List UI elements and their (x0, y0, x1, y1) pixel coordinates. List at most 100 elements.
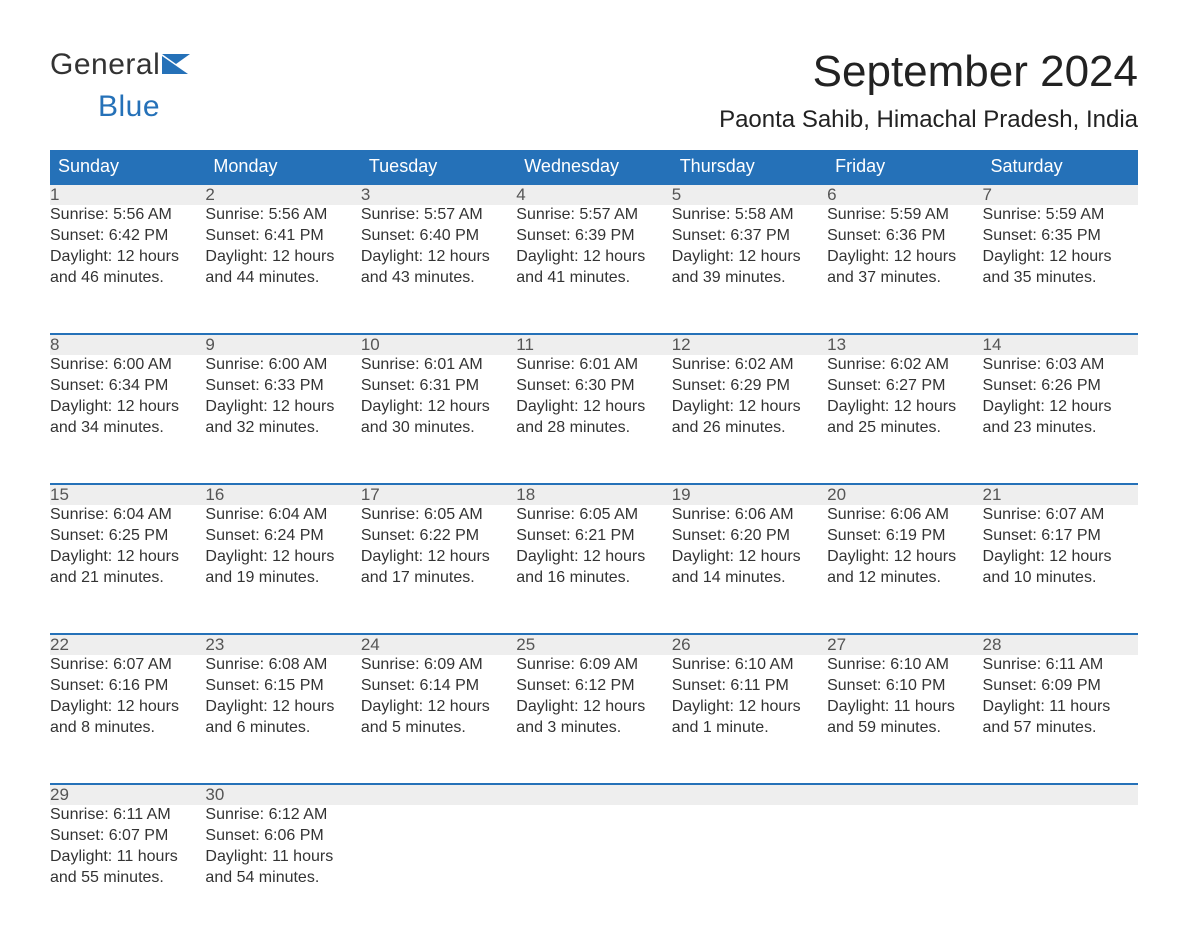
day-number: 5 (672, 184, 827, 205)
calendar-table: Sunday Monday Tuesday Wednesday Thursday… (50, 150, 1138, 933)
sunrise-text: Sunrise: 5:56 AM (50, 205, 205, 226)
daylight-text: Daylight: 12 hours and 6 minutes. (205, 697, 360, 739)
empty-day (827, 784, 982, 805)
sunset-text: Sunset: 6:16 PM (50, 676, 205, 697)
week-number-row: 15161718192021 (50, 484, 1138, 505)
sunrise-text: Sunrise: 6:08 AM (205, 655, 360, 676)
daylight-text: Daylight: 12 hours and 37 minutes. (827, 247, 982, 289)
day-number: 15 (50, 484, 205, 505)
sunrise-text: Sunrise: 6:07 AM (983, 505, 1138, 526)
day-number: 4 (516, 184, 671, 205)
sunset-text: Sunset: 6:24 PM (205, 526, 360, 547)
empty-day-data (361, 805, 516, 933)
sunset-text: Sunset: 6:14 PM (361, 676, 516, 697)
day-number: 23 (205, 634, 360, 655)
empty-day (983, 784, 1138, 805)
sunset-text: Sunset: 6:19 PM (827, 526, 982, 547)
day-number: 6 (827, 184, 982, 205)
daylight-text: Daylight: 11 hours and 54 minutes. (205, 847, 360, 889)
sunset-text: Sunset: 6:35 PM (983, 226, 1138, 247)
day-number: 24 (361, 634, 516, 655)
daylight-text: Daylight: 12 hours and 5 minutes. (361, 697, 516, 739)
empty-day-data (516, 805, 671, 933)
day-number: 19 (672, 484, 827, 505)
day-number: 25 (516, 634, 671, 655)
empty-day (361, 784, 516, 805)
week-number-row: 1234567 (50, 184, 1138, 205)
daylight-text: Daylight: 12 hours and 10 minutes. (983, 547, 1138, 589)
brand-logo: General Blue (50, 48, 196, 130)
page-subtitle: Paonta Sahib, Himachal Pradesh, India (719, 106, 1138, 134)
sunset-text: Sunset: 6:25 PM (50, 526, 205, 547)
day-number: 2 (205, 184, 360, 205)
sunset-text: Sunset: 6:34 PM (50, 376, 205, 397)
sunrise-text: Sunrise: 6:04 AM (50, 505, 205, 526)
day-cell: Sunrise: 6:07 AMSunset: 6:17 PMDaylight:… (983, 505, 1138, 634)
daylight-text: Daylight: 12 hours and 34 minutes. (50, 397, 205, 439)
day-number: 7 (983, 184, 1138, 205)
sunrise-text: Sunrise: 6:01 AM (361, 355, 516, 376)
sunset-text: Sunset: 6:09 PM (983, 676, 1138, 697)
day-cell: Sunrise: 6:04 AMSunset: 6:24 PMDaylight:… (205, 505, 360, 634)
day-cell: Sunrise: 6:11 AMSunset: 6:07 PMDaylight:… (50, 805, 205, 933)
sunset-text: Sunset: 6:11 PM (672, 676, 827, 697)
empty-day (672, 784, 827, 805)
sunset-text: Sunset: 6:07 PM (50, 826, 205, 847)
sunset-text: Sunset: 6:33 PM (205, 376, 360, 397)
day-cell: Sunrise: 5:59 AMSunset: 6:35 PMDaylight:… (983, 205, 1138, 334)
week-data-row: Sunrise: 6:07 AMSunset: 6:16 PMDaylight:… (50, 655, 1138, 784)
sunset-text: Sunset: 6:20 PM (672, 526, 827, 547)
day-number: 20 (827, 484, 982, 505)
day-number: 22 (50, 634, 205, 655)
day-cell: Sunrise: 6:09 AMSunset: 6:14 PMDaylight:… (361, 655, 516, 784)
daylight-text: Daylight: 12 hours and 46 minutes. (50, 247, 205, 289)
sunset-text: Sunset: 6:21 PM (516, 526, 671, 547)
day-header: Monday (205, 150, 360, 184)
week-data-row: Sunrise: 5:56 AMSunset: 6:42 PMDaylight:… (50, 205, 1138, 334)
brand-line1: General (50, 48, 160, 81)
day-number: 3 (361, 184, 516, 205)
empty-day-data (983, 805, 1138, 933)
day-header: Wednesday (516, 150, 671, 184)
sunset-text: Sunset: 6:15 PM (205, 676, 360, 697)
day-cell: Sunrise: 6:12 AMSunset: 6:06 PMDaylight:… (205, 805, 360, 933)
sunrise-text: Sunrise: 6:11 AM (983, 655, 1138, 676)
day-cell: Sunrise: 6:09 AMSunset: 6:12 PMDaylight:… (516, 655, 671, 784)
sunrise-text: Sunrise: 6:06 AM (672, 505, 827, 526)
day-number: 28 (983, 634, 1138, 655)
day-cell: Sunrise: 6:07 AMSunset: 6:16 PMDaylight:… (50, 655, 205, 784)
daylight-text: Daylight: 12 hours and 3 minutes. (516, 697, 671, 739)
day-cell: Sunrise: 6:06 AMSunset: 6:20 PMDaylight:… (672, 505, 827, 634)
sunrise-text: Sunrise: 6:07 AM (50, 655, 205, 676)
daylight-text: Daylight: 12 hours and 21 minutes. (50, 547, 205, 589)
sunrise-text: Sunrise: 6:05 AM (361, 505, 516, 526)
day-cell: Sunrise: 5:59 AMSunset: 6:36 PMDaylight:… (827, 205, 982, 334)
sunset-text: Sunset: 6:36 PM (827, 226, 982, 247)
sunrise-text: Sunrise: 6:09 AM (516, 655, 671, 676)
sunrise-text: Sunrise: 6:06 AM (827, 505, 982, 526)
day-number: 13 (827, 334, 982, 355)
daylight-text: Daylight: 12 hours and 43 minutes. (361, 247, 516, 289)
day-cell: Sunrise: 6:00 AMSunset: 6:33 PMDaylight:… (205, 355, 360, 484)
day-number: 9 (205, 334, 360, 355)
week-data-row: Sunrise: 6:11 AMSunset: 6:07 PMDaylight:… (50, 805, 1138, 933)
week-number-row: 2930 (50, 784, 1138, 805)
brand-line2: Blue (98, 90, 160, 123)
sunrise-text: Sunrise: 5:58 AM (672, 205, 827, 226)
empty-day-data (827, 805, 982, 933)
page: General Blue September 2024 Paonta Sahib… (0, 0, 1188, 918)
sunset-text: Sunset: 6:42 PM (50, 226, 205, 247)
daylight-text: Daylight: 12 hours and 1 minute. (672, 697, 827, 739)
sunset-text: Sunset: 6:22 PM (361, 526, 516, 547)
daylight-text: Daylight: 12 hours and 28 minutes. (516, 397, 671, 439)
daylight-text: Daylight: 12 hours and 26 minutes. (672, 397, 827, 439)
sunrise-text: Sunrise: 6:05 AM (516, 505, 671, 526)
sunrise-text: Sunrise: 6:10 AM (672, 655, 827, 676)
sunrise-text: Sunrise: 6:02 AM (672, 355, 827, 376)
sunset-text: Sunset: 6:10 PM (827, 676, 982, 697)
sunrise-text: Sunrise: 6:03 AM (983, 355, 1138, 376)
sunrise-text: Sunrise: 6:02 AM (827, 355, 982, 376)
sunrise-text: Sunrise: 6:09 AM (361, 655, 516, 676)
day-cell: Sunrise: 5:56 AMSunset: 6:42 PMDaylight:… (50, 205, 205, 334)
daylight-text: Daylight: 12 hours and 19 minutes. (205, 547, 360, 589)
